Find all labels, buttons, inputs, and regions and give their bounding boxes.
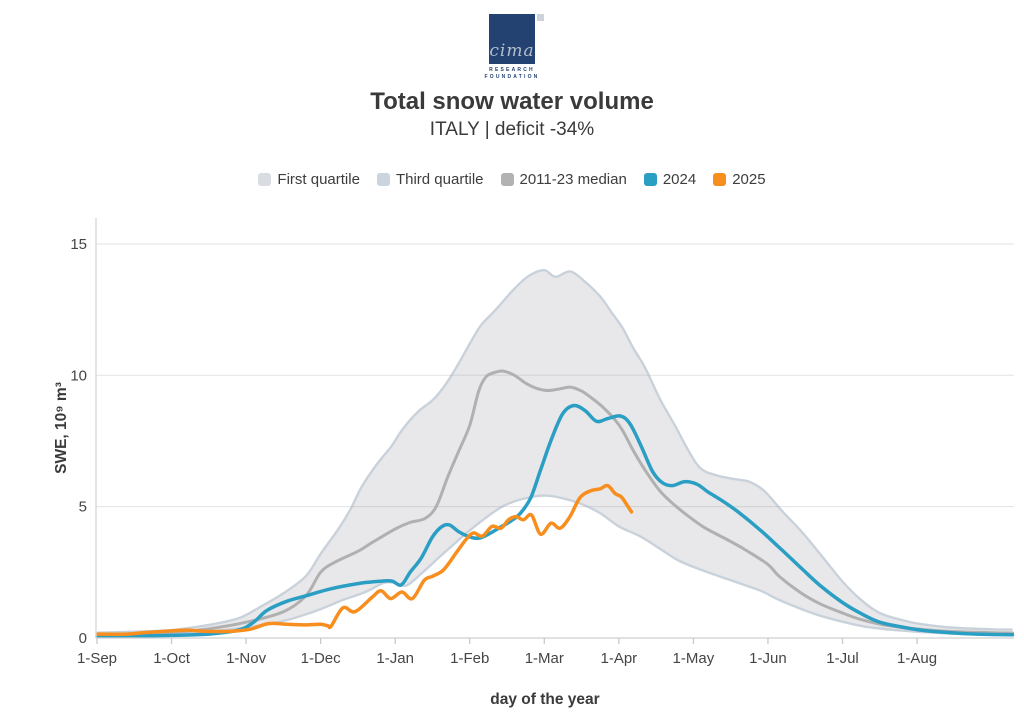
- series-line-2024: [95, 403, 1015, 639]
- page-title: Total snow water volume: [370, 88, 654, 115]
- third-quartile-edge: [96, 268, 1013, 634]
- series-layer: [95, 369, 1015, 639]
- x-tick-label: 1-Aug: [897, 650, 937, 667]
- quartile-band-area: [97, 270, 1013, 636]
- legend-label: First quartile: [277, 171, 360, 188]
- legend-swatch: [258, 173, 272, 186]
- cima-logo-wordmark: cima: [489, 41, 535, 61]
- x-tick-label: 1-Jul: [826, 650, 859, 667]
- legend-label: 2025: [732, 171, 766, 188]
- legend-label: 2024: [662, 171, 697, 188]
- grid-layer: [96, 243, 1014, 508]
- y-tick-label: 15: [70, 236, 87, 253]
- legend: First quartile Third quartile 2011-23 medi…: [0, 171, 1024, 188]
- legend-swatch: [500, 173, 514, 186]
- x-tick-label: 1-Sep: [77, 650, 117, 667]
- cima-logo: cima RESEARCH FOUNDATION: [480, 14, 544, 81]
- x-tick-label: 1-Apr: [601, 650, 638, 667]
- legend-swatch: [713, 173, 727, 186]
- legend-label: 2011-23 median: [519, 171, 627, 188]
- band-layer: [96, 268, 1013, 637]
- legend-swatch: [643, 173, 657, 186]
- x-tick-label: 1-May: [673, 650, 715, 667]
- legend-item-2: 2011-23 median: [500, 171, 627, 188]
- y-tick-label: 5: [79, 499, 87, 516]
- x-tick-label: 1-Mar: [525, 650, 564, 667]
- series-line-2025: [95, 483, 634, 636]
- legend-item-0: First quartile: [258, 171, 360, 188]
- cima-logo-caption-line1: RESEARCH: [489, 67, 535, 73]
- x-tick-label: 1-Feb: [450, 650, 489, 667]
- x-tick-label: 1-Jan: [376, 650, 414, 667]
- x-tick-label: 1-Oct: [153, 650, 191, 667]
- legend-label: Third quartile: [395, 171, 484, 188]
- legend-item-3: 2024: [643, 171, 697, 188]
- legend-swatch: [376, 173, 390, 186]
- x-tick-label: 1-Dec: [301, 650, 342, 667]
- registered-mark-icon: [537, 14, 544, 21]
- cima-logo-caption: RESEARCH FOUNDATION: [480, 67, 544, 81]
- cima-logo-caption-line2: FOUNDATION: [484, 74, 540, 80]
- series-line-2011-23-median: [95, 369, 1014, 637]
- x-tick-label: 1-Jun: [749, 650, 787, 667]
- y-axis-title: SWE, 10⁹ m³: [53, 382, 70, 474]
- page-subtitle: ITALY | deficit -34%: [429, 119, 595, 140]
- axis-layer: [95, 218, 1014, 644]
- y-tick-label: 0: [79, 630, 87, 647]
- legend-item-4: 2025: [713, 171, 766, 188]
- tick-label-layer: 1-Sep 1-Oct 1-Nov 1-Dec 1-Jan 1-Feb 1-Mar 1-Apr…: [70, 236, 937, 667]
- y-tick-label: 10: [70, 367, 87, 384]
- x-tick-label: 1-Nov: [226, 650, 267, 667]
- cima-logo-square: cima: [489, 14, 544, 64]
- x-axis-title: day of the year: [490, 691, 600, 708]
- legend-item-1: Third quartile: [376, 171, 484, 188]
- first-quartile-edge: [96, 494, 1013, 637]
